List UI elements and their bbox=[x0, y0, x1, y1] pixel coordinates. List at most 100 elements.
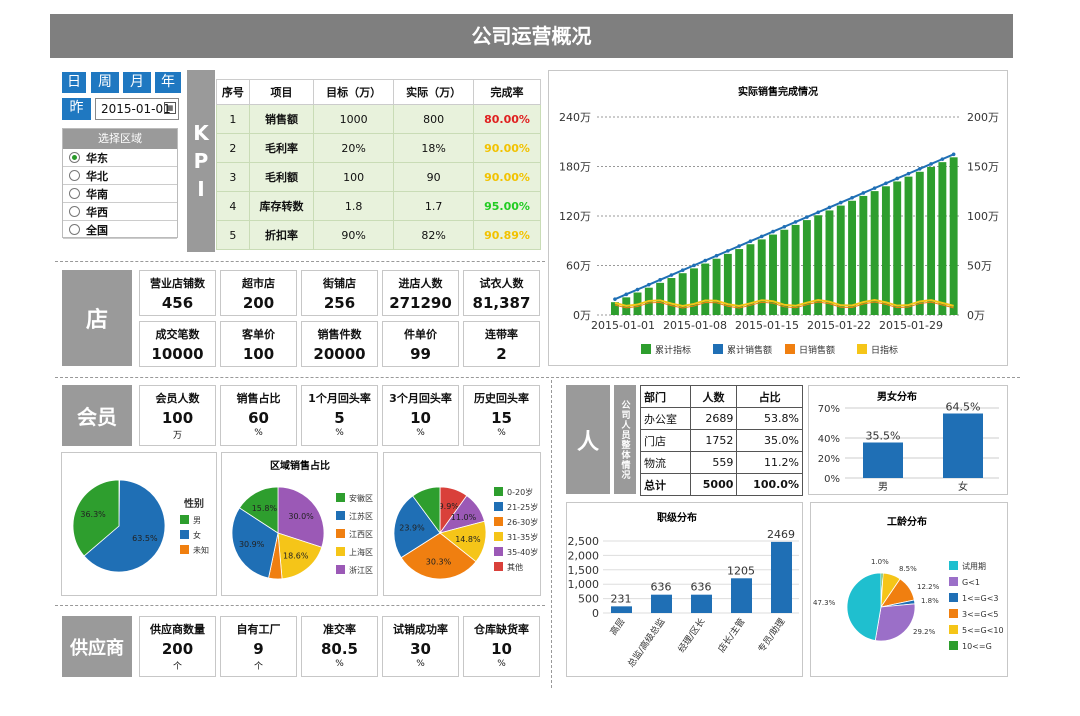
month-button[interactable]: 月 bbox=[123, 72, 151, 93]
y-tick-left: 120万 bbox=[559, 210, 591, 223]
metric-title: 连带率 bbox=[485, 328, 518, 341]
point bbox=[951, 152, 956, 157]
metric-title: 历史回头率 bbox=[474, 392, 529, 405]
kpi-cell: 800 bbox=[393, 104, 475, 134]
point bbox=[635, 287, 640, 292]
metric-unit: % bbox=[254, 428, 263, 438]
legend-swatch bbox=[857, 344, 867, 354]
y-tick-right: 150万 bbox=[967, 161, 999, 174]
legend-swatch bbox=[336, 547, 345, 556]
radio-icon[interactable] bbox=[69, 224, 80, 235]
metric-card: 历史回头率 15% bbox=[463, 385, 540, 446]
kpi-cell: 销售额 bbox=[248, 104, 315, 134]
region-option[interactable]: 华西 bbox=[63, 203, 177, 221]
metric-value: 81,387 bbox=[472, 294, 531, 312]
region-option[interactable]: 华东 bbox=[63, 149, 177, 167]
table-row: 2 毛利率 20% 18% 90.00% bbox=[216, 133, 541, 163]
date-input[interactable]: 2015-01-01 ▦ bbox=[95, 98, 179, 120]
metric-title: 营业店铺数 bbox=[150, 277, 205, 290]
radio-icon[interactable] bbox=[69, 152, 80, 163]
yesterday-button[interactable]: 昨 bbox=[62, 98, 91, 120]
point bbox=[827, 205, 832, 210]
calendar-icon[interactable]: ▦ bbox=[164, 102, 176, 114]
bar bbox=[780, 229, 789, 315]
week-button[interactable]: 周 bbox=[91, 72, 119, 93]
metric-title: 准交率 bbox=[323, 623, 356, 636]
metric-card: 准交率 80.5% bbox=[301, 616, 378, 677]
legend-label: 日销售额 bbox=[799, 344, 835, 356]
bar bbox=[611, 606, 632, 613]
y-tick-right: 0万 bbox=[967, 309, 985, 322]
bar bbox=[863, 442, 903, 478]
point bbox=[726, 249, 730, 253]
legend-swatch bbox=[180, 530, 189, 539]
metric-card: 仓库缺货率 10% bbox=[463, 616, 540, 677]
kpi-cell: 80.00% bbox=[473, 104, 541, 134]
point bbox=[895, 176, 900, 181]
metric-card: 超市店 200 bbox=[220, 270, 297, 316]
bar bbox=[735, 249, 744, 315]
metric-title: 自有工厂 bbox=[236, 623, 281, 636]
metric-card: 3个月回头率 10% bbox=[382, 385, 459, 446]
legend-label: 江苏区 bbox=[349, 511, 373, 521]
bar bbox=[836, 205, 845, 315]
legend-swatch bbox=[336, 493, 345, 502]
region-option-label: 华东 bbox=[86, 151, 108, 165]
point bbox=[680, 268, 685, 272]
legend-label: 其他 bbox=[507, 562, 523, 572]
metric-unit: % bbox=[497, 428, 506, 438]
metric-title: 客单价 bbox=[242, 328, 275, 341]
kpi-cell: 1 bbox=[216, 104, 250, 134]
y-tick: 1,500 bbox=[568, 564, 600, 577]
day-button[interactable]: 日 bbox=[62, 72, 86, 93]
legend-label: G<1 bbox=[962, 578, 980, 587]
point bbox=[703, 258, 708, 263]
point bbox=[917, 166, 922, 171]
region-option[interactable]: 华北 bbox=[63, 167, 177, 185]
point bbox=[759, 234, 764, 239]
date-value: 2015-01-01 bbox=[101, 102, 171, 116]
metric-unit: % bbox=[497, 659, 506, 669]
bar bbox=[825, 210, 834, 315]
slice-label: 30.3% bbox=[426, 557, 452, 566]
radio-icon[interactable] bbox=[69, 188, 80, 199]
y-tick: 0% bbox=[824, 474, 840, 485]
y-tick-left: 180万 bbox=[559, 161, 591, 174]
dept-cell: 35.0% bbox=[736, 429, 803, 452]
metric-unit: 个 bbox=[253, 662, 263, 672]
legend-label: 女 bbox=[193, 530, 201, 540]
x-tick: 男 bbox=[878, 481, 888, 493]
metric-value: 5 bbox=[334, 409, 345, 427]
metric-card: 街铺店 256 bbox=[301, 270, 378, 316]
metric-unit: 万 bbox=[172, 431, 182, 441]
department-table: 部门 人数 占比 办公室 2689 53.8% 门店 1752 35.0% 物流 559 11.2% 总… bbox=[640, 385, 803, 496]
kpi-cell: 4 bbox=[216, 191, 250, 221]
metric-title: 街铺店 bbox=[323, 277, 356, 290]
dept-cell: 5000 bbox=[689, 473, 738, 496]
year-button[interactable]: 年 bbox=[155, 72, 181, 93]
region-option[interactable]: 全国 bbox=[63, 221, 177, 239]
metric-title: 3个月回头率 bbox=[389, 392, 452, 405]
data-label: 35.5% bbox=[866, 430, 901, 443]
table-row: 3 毛利额 100 90 90.00% bbox=[216, 162, 541, 192]
sales-chart: 实际销售完成情况 240万 200万 180万 150万 120万 100万 60万 50万 0万… bbox=[559, 85, 999, 356]
radio-icon[interactable] bbox=[69, 170, 80, 181]
x-tick: 女 bbox=[958, 480, 968, 493]
metric-unit: % bbox=[335, 428, 344, 438]
radio-icon[interactable] bbox=[69, 206, 80, 217]
bar bbox=[771, 541, 792, 613]
legend-swatch bbox=[949, 561, 958, 570]
legend-label: 安徽区 bbox=[349, 493, 373, 503]
kpi-label: K P I bbox=[187, 70, 215, 252]
dept-cell: 11.2% bbox=[736, 451, 803, 474]
slice-label: 30.0% bbox=[288, 512, 314, 521]
legend-label: 上海区 bbox=[349, 547, 373, 557]
slice-label: 29.2% bbox=[913, 628, 936, 636]
legend-label: 35-40岁 bbox=[507, 547, 538, 557]
region-option[interactable]: 华南 bbox=[63, 185, 177, 203]
kpi-cell: 90.00% bbox=[473, 133, 541, 163]
point bbox=[748, 239, 753, 244]
kpi-cell: 20% bbox=[313, 133, 395, 163]
kpi-header: 完成率 bbox=[473, 79, 541, 105]
legend-swatch bbox=[949, 593, 958, 602]
